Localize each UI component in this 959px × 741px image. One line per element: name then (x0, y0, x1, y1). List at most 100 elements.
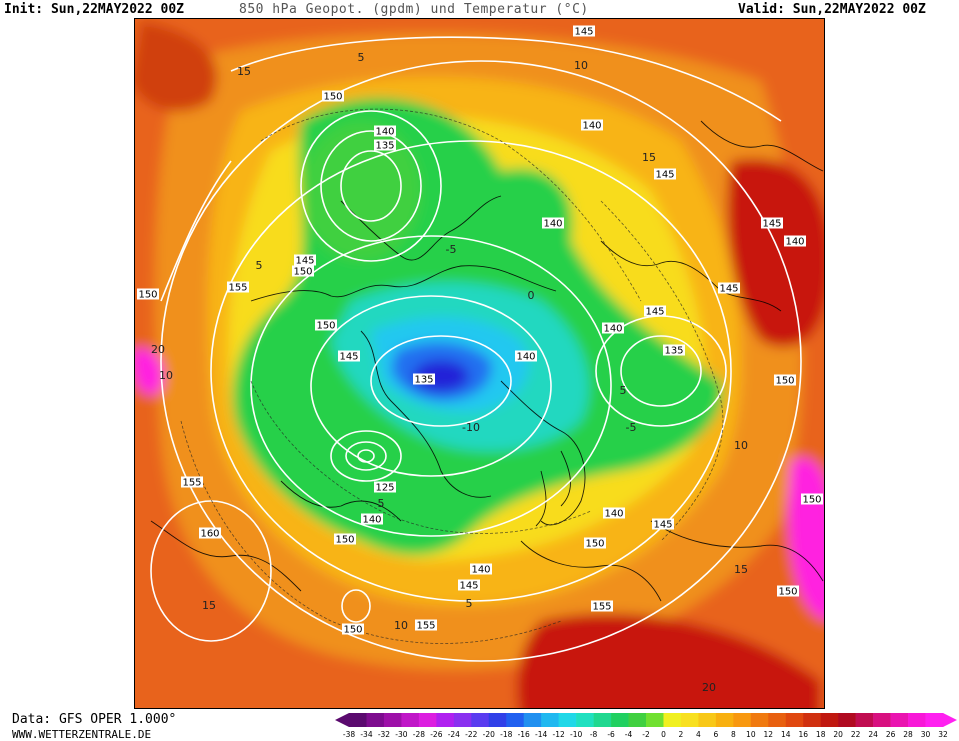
contour-label: 140 (784, 235, 806, 248)
isotherm-label: 10 (574, 59, 588, 72)
isotherm-label: -10 (462, 421, 480, 434)
colorbar-tick-label: 24 (868, 730, 878, 739)
contour-label: 160 (199, 527, 221, 540)
colorbar-cell (855, 713, 874, 727)
svg-text:125: 125 (375, 483, 394, 494)
contour-label: 150 (315, 319, 337, 332)
temperature-colorbar: -38 -34 -32 -30 -28 -26 -24 -22 -20 -18 -16 -14 -12-… (335, 713, 957, 739)
colorbar-cell (698, 713, 717, 727)
svg-text:145: 145 (655, 170, 674, 181)
colorbar-tick-label: -26 (430, 730, 442, 739)
colorbar-cell (401, 713, 420, 727)
svg-text:140: 140 (362, 515, 381, 526)
contour-label: 140 (602, 322, 624, 335)
contour-label: 150 (584, 537, 606, 550)
svg-text:150: 150 (343, 625, 362, 636)
contour-label: 140 (542, 217, 564, 230)
header-bar: Init: Sun,22MAY2022 00Z 850 hPa Geopot. … (0, 0, 959, 18)
contour-label: 145 (573, 25, 595, 38)
colorbar-cell (488, 713, 507, 727)
svg-text:135: 135 (375, 141, 394, 152)
colorbar-cell (733, 713, 752, 727)
colorbar-tick-label: -22 (465, 730, 477, 739)
contour-label: 150 (801, 493, 823, 506)
colorbar-tick-label: 0 (661, 730, 666, 739)
svg-text:160: 160 (200, 529, 219, 540)
colorbar-cell (349, 713, 367, 727)
isotherm-label: 5 (466, 597, 473, 610)
colorbar-cell (366, 713, 385, 727)
contour-label: 145 (458, 579, 480, 592)
isotherm-label: 5 (256, 259, 263, 272)
colorbar-cell (453, 713, 472, 727)
contour-label: 140 (470, 563, 492, 576)
svg-text:145: 145 (295, 256, 314, 267)
isotherm-contours (180, 108, 724, 644)
colorbar-tick-label: 14 (781, 730, 791, 739)
colorbar-tick-label: -18 (500, 730, 512, 739)
colorbar-tick-label: -12 (553, 730, 565, 739)
isotherm-label: 10 (394, 619, 408, 632)
colorbar-cell (471, 713, 490, 727)
colorbar-tick-label: -32 (378, 730, 390, 739)
colorbar-cell (418, 713, 437, 727)
svg-text:150: 150 (775, 376, 794, 387)
colorbar-tick-label: 8 (731, 730, 736, 739)
isotherm-label: 10 (159, 369, 173, 382)
colorbar-cell (803, 713, 822, 727)
colorbar-cell (768, 713, 787, 727)
colorbar-tick-label: 30 (921, 730, 931, 739)
coastlines (150, 120, 824, 602)
colorbar-cell (750, 713, 769, 727)
isotherm-label: 5 (358, 51, 365, 64)
svg-text:135: 135 (414, 375, 433, 386)
contour-label: 150 (322, 90, 344, 103)
contour-label: 145 (761, 217, 783, 230)
isotherm-label: 20 (151, 343, 165, 356)
contour-label: 150 (342, 623, 364, 636)
svg-text:145: 145 (653, 520, 672, 531)
colorbar-tick-label: -2 (642, 730, 650, 739)
isotherm-label: -5 (626, 421, 637, 434)
colorbar-cell (541, 713, 559, 727)
colorbar-tick-label: -34 (360, 730, 372, 739)
contour-label: 145 (644, 305, 666, 318)
colorbar-cell (558, 713, 577, 727)
colorbar-tick-label: -30 (395, 730, 407, 739)
colorbar-tick-label: 18 (816, 730, 826, 739)
contour-label: 155 (227, 281, 249, 294)
colorbar-cell (593, 713, 612, 727)
contour-labels: 1451501401351401451451401401451501551501… (137, 25, 823, 636)
colorbar-tick-label: -8 (590, 730, 598, 739)
svg-text:140: 140 (543, 219, 562, 230)
contour-label: 125 (374, 481, 396, 494)
colorbar-tick-label: 22 (851, 730, 861, 739)
colorbar-cell (908, 713, 926, 727)
contour-label: 140 (361, 513, 383, 526)
isotherm-label: 15 (734, 563, 748, 576)
contour-label: 145 (652, 518, 674, 531)
contour-label: 140 (515, 350, 537, 363)
svg-text:155: 155 (228, 283, 247, 294)
svg-text:145: 145 (719, 284, 738, 295)
isotherm-label: 15 (202, 599, 216, 612)
svg-text:145: 145 (459, 581, 478, 592)
contour-label: 135 (663, 344, 685, 357)
colorbar-tick-label: 10 (746, 730, 756, 739)
init-time-label: Init: Sun,22MAY2022 00Z (4, 2, 185, 17)
contour-label: 150 (292, 265, 314, 278)
website-label: WWW.WETTERZENTRALE.DE (12, 728, 152, 741)
isotherm-label: 5 (620, 384, 627, 397)
colorbar-cell (838, 713, 856, 727)
colorbar-tick-label: -28 (413, 730, 425, 739)
colorbar-cell (680, 713, 699, 727)
colorbar-tick-label: 32 (938, 730, 948, 739)
svg-text:145: 145 (645, 307, 664, 318)
temperature-field (135, 19, 824, 708)
map-title: 850 hPa Geopot. (gpdm) und Temperatur (°… (239, 2, 589, 17)
isotherm-label: 10 (734, 439, 748, 452)
colorbar-arrow-high (943, 713, 957, 727)
svg-text:140: 140 (603, 324, 622, 335)
colorbar-cell (523, 713, 542, 727)
svg-text:145: 145 (339, 352, 358, 363)
